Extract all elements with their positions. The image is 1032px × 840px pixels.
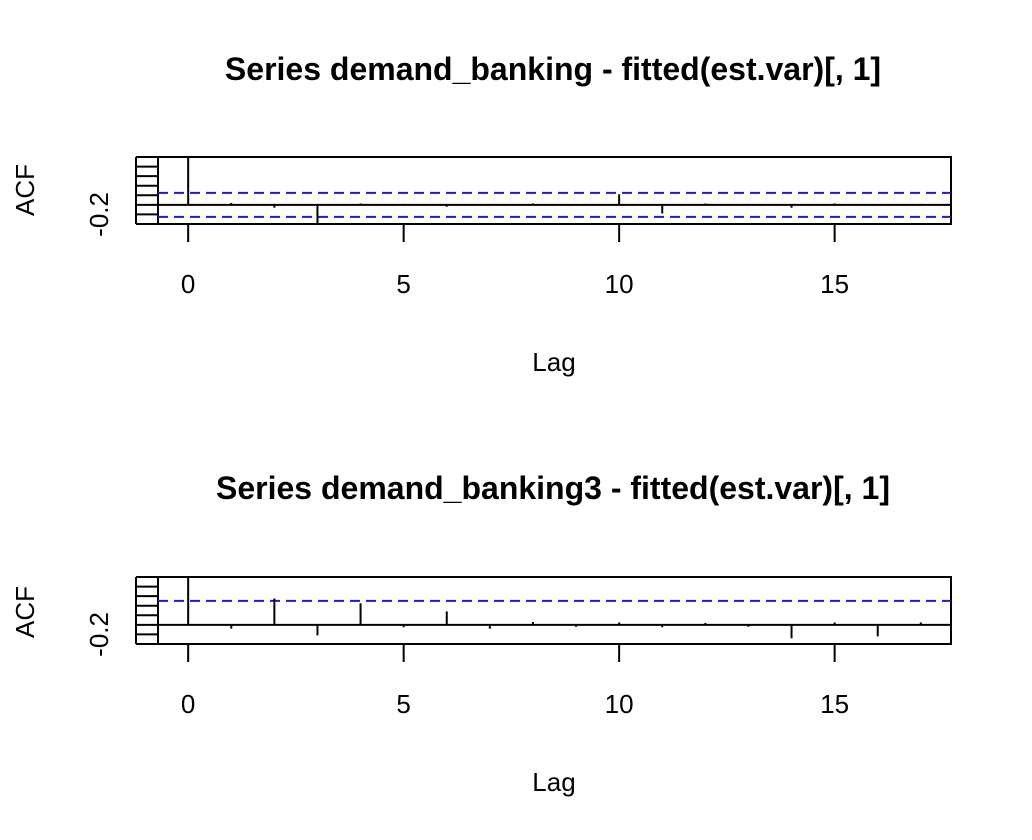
y-axis-label: ACF: [10, 586, 40, 638]
plot-frame: [157, 156, 952, 225]
y-axis-label: ACF: [10, 164, 40, 216]
y-tick-label: -0.2: [84, 192, 114, 237]
x-tick-label: 0: [181, 689, 195, 719]
x-tick-label: 15: [820, 689, 849, 719]
x-tick-label: 10: [605, 689, 634, 719]
x-tick-label: 15: [820, 269, 849, 299]
acf-panel-1: Series demand_banking - fitted(est.var)[…: [10, 51, 952, 377]
y-tick-label: -0.2: [84, 612, 114, 657]
x-axis-label: Lag: [532, 767, 575, 797]
chart-title: Series demand_banking3 - fitted(est.var)…: [216, 470, 890, 506]
x-axis-label: Lag: [532, 347, 575, 377]
x-tick-label: 10: [605, 269, 634, 299]
acf-panel-2: Series demand_banking3 - fitted(est.var)…: [10, 470, 952, 797]
chart-title: Series demand_banking - fitted(est.var)[…: [225, 51, 881, 87]
x-tick-label: 5: [396, 689, 410, 719]
x-tick-label: 5: [396, 269, 410, 299]
x-tick-label: 0: [181, 269, 195, 299]
plot-frame: [157, 576, 952, 645]
